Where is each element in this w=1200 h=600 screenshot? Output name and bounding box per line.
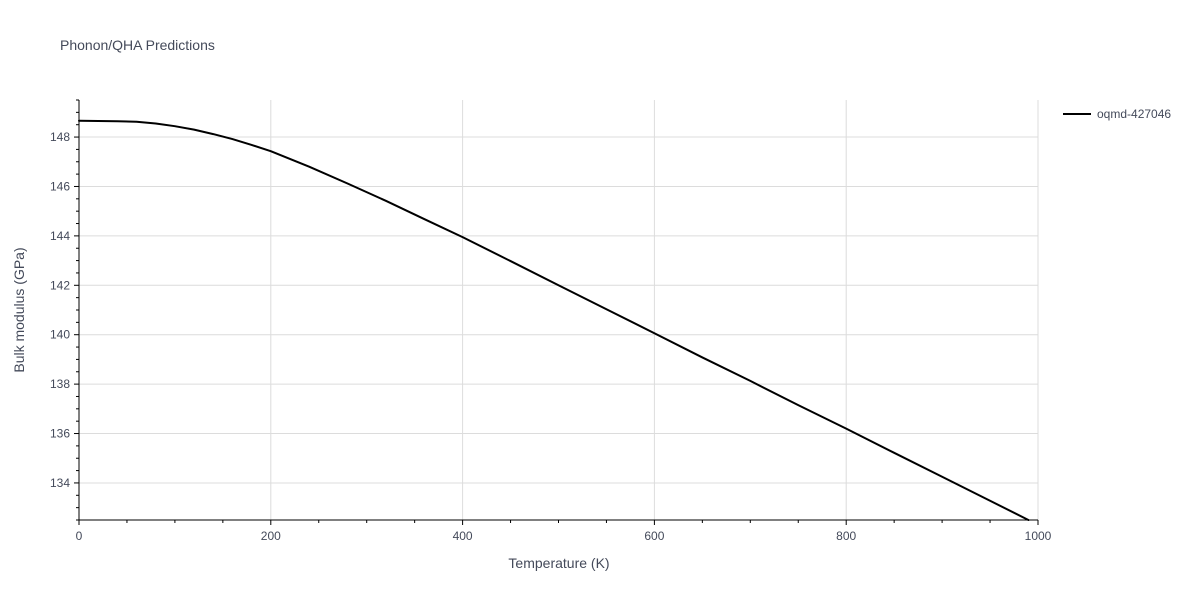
y-tick-label: 148: [50, 130, 70, 144]
y-axis-title: Bulk modulus (GPa): [11, 247, 27, 372]
series-layer: [78, 119, 1030, 521]
y-tick-label: 140: [50, 328, 70, 342]
y-tick-label: 142: [50, 278, 70, 292]
x-axis-ticks: 0 200 400 600 800 1000: [76, 520, 1052, 543]
grid: [79, 100, 1039, 520]
series-line: [78, 119, 1030, 521]
x-tick-label: 400: [453, 529, 473, 543]
x-tick-label: 600: [644, 529, 664, 543]
x-tick-label: 800: [836, 529, 856, 543]
y-tick-label: 134: [50, 476, 70, 490]
y-tick-label: 146: [50, 179, 70, 193]
axes: [78, 100, 1038, 521]
y-tick-label: 144: [50, 229, 70, 243]
y-axis-ticks: 134 136 138 140 142 144 146 148: [50, 99, 79, 521]
x-tick-label: 1000: [1025, 529, 1052, 543]
x-axis-title: Temperature (K): [508, 555, 609, 571]
y-tick-label: 136: [50, 427, 70, 441]
chart-title: Phonon/QHA Predictions: [60, 37, 215, 53]
legend-label: oqmd-427046: [1097, 107, 1171, 121]
y-tick-label: 138: [50, 377, 70, 391]
x-tick-label: 200: [261, 529, 281, 543]
legend[interactable]: oqmd-427046: [1063, 107, 1171, 121]
x-tick-label: 0: [76, 529, 83, 543]
